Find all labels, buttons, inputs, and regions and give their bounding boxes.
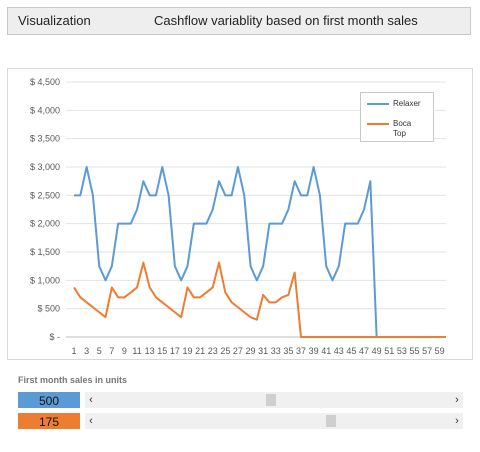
x-tick-label: 31 [258,346,268,356]
x-tick-label: 35 [283,346,293,356]
x-tick-label: 49 [372,346,382,356]
x-tick-label: 45 [346,346,356,356]
y-tick-label: $ 2,500 [30,190,60,200]
chart-legend: Relaxer Boca Top [360,92,434,142]
x-tick-label: 27 [233,346,243,356]
x-tick-label: 57 [422,346,432,356]
sales-section-label: First month sales in units [18,375,128,385]
y-tick-label: $ 500 [37,304,60,314]
relaxer-sales-value: 500 [17,391,81,409]
x-tick-label: 47 [359,346,369,356]
legend-swatch-boca-top [367,123,389,125]
x-tick-label: 41 [321,346,331,356]
x-tick-label: 37 [296,346,306,356]
x-tick-label: 55 [409,346,419,356]
y-tick-label: $ 3,500 [30,134,60,144]
series-line-boca-top [73,261,446,338]
x-tick-label: 25 [220,346,230,356]
legend-item-relaxer: Relaxer [367,99,421,108]
x-tick-label: 1 [71,346,76,356]
x-tick-label: 9 [122,346,127,356]
legend-label-relaxer: Relaxer [393,99,421,108]
visualization-label: Visualization [18,13,91,28]
slider-row-relaxer: 500 ‹ › [17,391,463,409]
x-tick-label: 7 [109,346,114,356]
y-tick-label: $ 1,000 [30,275,60,285]
x-tick-label: 15 [157,346,167,356]
title-bar: Visualization Cashflow variablity based … [7,7,471,35]
y-tick-label: $ 4,500 [30,77,60,87]
chevron-right-icon[interactable]: › [455,415,459,427]
x-tick-label: 43 [334,346,344,356]
y-tick-label: $ 1,500 [30,247,60,257]
chevron-left-icon[interactable]: ‹ [89,394,93,406]
x-tick-label: 33 [271,346,281,356]
page-title: Cashflow variablity based on first month… [154,13,418,28]
x-tick-label: 39 [309,346,319,356]
x-tick-label: 53 [397,346,407,356]
legend-label-boca-top: Boca Top [393,119,412,138]
legend-swatch-relaxer [367,102,389,105]
chevron-right-icon[interactable]: › [455,394,459,406]
legend-item-boca-top: Boca Top [367,119,431,139]
boca-top-sales-value: 175 [17,412,81,430]
x-tick-label: 11 [132,346,141,356]
x-tick-label: 19 [182,346,192,356]
y-tick-label: $ 2,000 [30,219,60,229]
x-tick-label: 3 [84,346,89,356]
y-tick-label: $ 3,000 [30,162,60,172]
chevron-left-icon[interactable]: ‹ [89,415,93,427]
x-tick-label: 29 [246,346,256,356]
relaxer-slider-thumb[interactable] [265,394,276,406]
x-tick-label: 21 [195,346,205,356]
y-tick-label: $ 4,000 [30,105,60,115]
x-tick-label: 51 [384,346,394,356]
x-tick-label: 13 [145,346,155,356]
boca-top-sales-slider[interactable]: ‹ › [85,413,463,429]
slider-row-boca-top: 175 ‹ › [17,412,463,430]
y-tick-label: $ - [49,332,60,342]
x-tick-label: 23 [208,346,218,356]
x-tick-label: 59 [435,346,445,356]
x-tick-label: 17 [170,346,180,356]
x-tick-label: 5 [97,346,102,356]
boca-top-slider-thumb[interactable] [325,415,336,427]
relaxer-sales-slider[interactable]: ‹ › [85,392,463,408]
